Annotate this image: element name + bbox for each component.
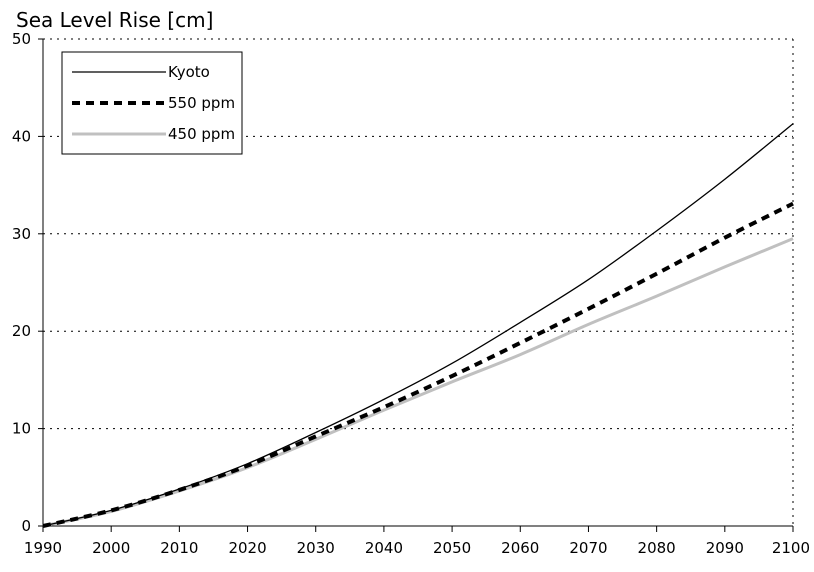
x-tick-label-2070: 2070 bbox=[569, 539, 607, 557]
x-tick-label-2100: 2100 bbox=[772, 539, 810, 557]
x-tick-label-2020: 2020 bbox=[228, 539, 266, 557]
series-line-550-ppm bbox=[42, 201, 794, 528]
y-tick-label-10: 10 bbox=[12, 420, 31, 438]
y-tick-label-0: 0 bbox=[21, 517, 31, 535]
y-tick-label-20: 20 bbox=[12, 322, 31, 340]
chart-title: Sea Level Rise [cm] bbox=[16, 8, 213, 32]
legend-label-kyoto: Kyoto bbox=[168, 63, 210, 81]
axes bbox=[38, 38, 794, 532]
y-tick-label-50: 50 bbox=[12, 30, 31, 48]
series-lines bbox=[42, 123, 794, 528]
x-tick-label-2000: 2000 bbox=[92, 539, 130, 557]
legend: Kyoto 550 ppm 450 ppm bbox=[61, 51, 243, 155]
x-tick-label-2090: 2090 bbox=[706, 539, 744, 557]
gridlines bbox=[43, 38, 794, 526]
x-tick-label-2010: 2010 bbox=[160, 539, 198, 557]
x-tick-label-2030: 2030 bbox=[297, 539, 335, 557]
x-tick-label-2040: 2040 bbox=[365, 539, 403, 557]
series-line-kyoto bbox=[42, 123, 794, 527]
series-line-450-ppm bbox=[42, 237, 794, 528]
legend-label-550-ppm: 550 ppm bbox=[168, 94, 235, 112]
y-tick-label-40: 40 bbox=[12, 127, 31, 145]
x-tick-label-2060: 2060 bbox=[501, 539, 539, 557]
y-tick-label-30: 30 bbox=[12, 225, 31, 243]
x-tick-label-1990: 1990 bbox=[24, 539, 62, 557]
x-tick-label-2050: 2050 bbox=[433, 539, 471, 557]
legend-label-450-ppm: 450 ppm bbox=[168, 125, 235, 143]
x-tick-label-2080: 2080 bbox=[638, 539, 676, 557]
